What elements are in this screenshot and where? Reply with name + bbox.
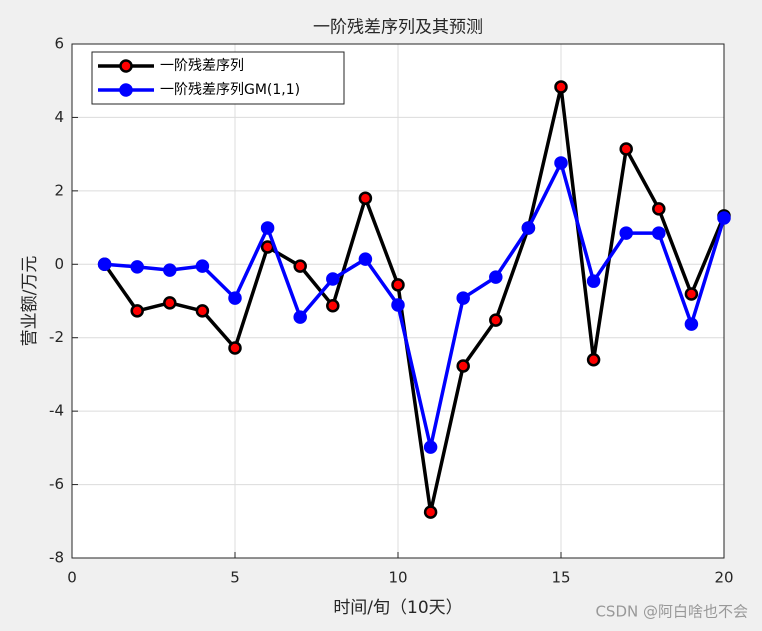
x-tick-label: 15 xyxy=(551,569,570,587)
point xyxy=(423,505,438,519)
point xyxy=(652,226,666,240)
y-tick-label: 4 xyxy=(54,108,64,126)
point xyxy=(293,259,307,273)
point xyxy=(391,298,405,312)
point xyxy=(326,299,340,313)
y-tick-label: -6 xyxy=(49,475,64,493)
point xyxy=(130,260,144,274)
point xyxy=(554,156,568,170)
point xyxy=(195,304,210,318)
point xyxy=(521,221,536,235)
point xyxy=(717,211,731,225)
watermark: CSDN @阿白啥也不会 xyxy=(595,603,748,621)
y-axis-label: 营业额/万元 xyxy=(20,256,40,347)
y-tick-label: -4 xyxy=(49,402,64,420)
point xyxy=(358,252,373,266)
point xyxy=(228,341,242,355)
point xyxy=(586,274,601,288)
legend-marker xyxy=(119,59,133,73)
point xyxy=(391,278,405,292)
point xyxy=(684,317,699,331)
legend-marker xyxy=(119,83,133,97)
y-tick-label: -2 xyxy=(49,328,64,346)
point xyxy=(652,202,666,216)
x-tick-label: 10 xyxy=(388,569,407,587)
axes-box xyxy=(71,43,725,559)
point xyxy=(423,440,438,454)
legend-label: 一阶残差序列GM(1,1) xyxy=(160,82,300,98)
point xyxy=(195,259,210,273)
legend-box xyxy=(91,51,345,105)
point xyxy=(619,142,633,156)
x-axis-label: 时间/旬（10天） xyxy=(333,598,462,618)
point xyxy=(326,272,340,286)
point xyxy=(293,310,307,324)
point xyxy=(489,313,503,327)
point xyxy=(586,352,601,367)
series-line xyxy=(104,158,726,448)
point xyxy=(456,291,470,305)
point xyxy=(456,359,470,373)
point xyxy=(684,287,699,301)
point xyxy=(619,226,633,240)
point xyxy=(163,263,177,277)
point xyxy=(489,270,503,284)
chart-title: 一阶残差序列及其预测 xyxy=(313,18,483,38)
y-tick-label: 0 xyxy=(54,255,64,273)
point xyxy=(228,291,242,305)
point xyxy=(130,304,144,318)
y-tick-label: 6 xyxy=(54,35,64,53)
series-line xyxy=(103,86,726,513)
point xyxy=(358,191,373,205)
x-tick-label: 20 xyxy=(714,569,733,587)
x-tick-label: 5 xyxy=(230,569,240,587)
x-tick-label: 0 xyxy=(67,569,77,587)
point xyxy=(260,221,275,235)
y-tick-label: -8 xyxy=(49,549,64,567)
point xyxy=(554,80,568,94)
legend-label: 一阶残差序列 xyxy=(160,58,244,74)
point xyxy=(97,257,112,272)
point xyxy=(163,296,177,310)
y-tick-label: 2 xyxy=(54,181,64,199)
